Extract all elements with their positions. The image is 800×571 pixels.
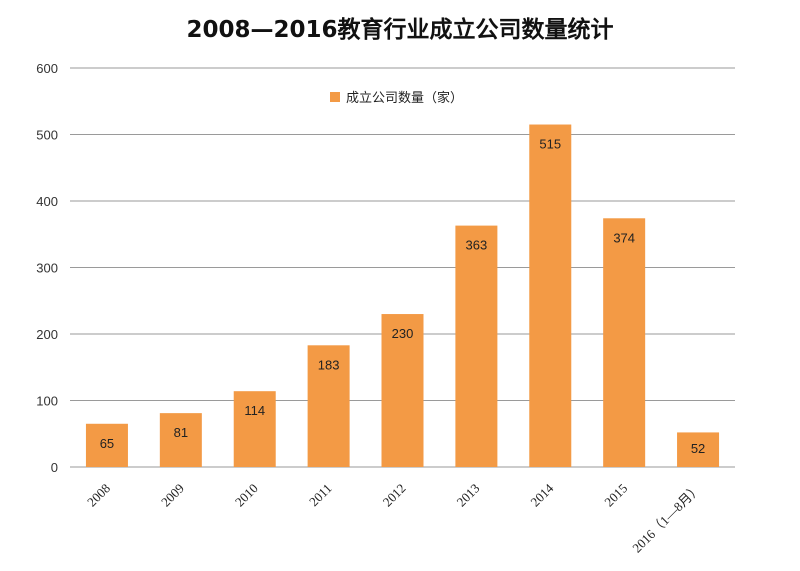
data-label: 114 bbox=[244, 403, 265, 418]
data-label: 230 bbox=[392, 326, 414, 341]
data-label: 363 bbox=[466, 238, 488, 253]
y-axis-ticks: 0 100 200 300 400 500 600 bbox=[36, 61, 58, 475]
x-tick-label: 2011 bbox=[306, 481, 335, 510]
data-label: 183 bbox=[318, 357, 340, 372]
x-tick-label: 2009 bbox=[158, 481, 187, 510]
x-tick-label: 2015 bbox=[601, 481, 630, 510]
bar bbox=[455, 225, 498, 467]
x-tick-label: 2013 bbox=[454, 481, 483, 510]
bar bbox=[603, 218, 646, 467]
x-tick-label: 2016（1—8月） bbox=[629, 481, 704, 556]
x-tick-label: 2008 bbox=[84, 481, 113, 510]
x-tick-label: 2014 bbox=[527, 480, 556, 509]
y-tick-label: 300 bbox=[36, 261, 58, 276]
y-tick-label: 600 bbox=[36, 61, 58, 76]
legend-swatch bbox=[330, 92, 340, 102]
x-tick-label: 2010 bbox=[232, 481, 261, 510]
legend: 成立公司数量（家） bbox=[330, 90, 463, 106]
bar bbox=[381, 314, 424, 467]
y-tick-label: 0 bbox=[51, 460, 58, 475]
bar bbox=[529, 124, 572, 468]
data-labels: 65 81 114 183 230 363 515 374 52 bbox=[100, 137, 706, 456]
y-tick-label: 400 bbox=[36, 194, 58, 209]
x-axis-ticks: 2008 2009 2010 2011 2012 2013 2014 20152016（1—8… bbox=[84, 480, 704, 555]
data-label: 52 bbox=[691, 441, 705, 456]
bar bbox=[677, 432, 720, 467]
bar bbox=[85, 423, 128, 467]
chart-title: 2008—2016教育行业成立公司数量统计 bbox=[186, 17, 614, 43]
data-label: 515 bbox=[539, 137, 561, 152]
data-label: 374 bbox=[613, 230, 635, 245]
data-label: 65 bbox=[100, 436, 114, 451]
x-tick-label: 2012 bbox=[380, 481, 409, 510]
y-tick-label: 500 bbox=[36, 128, 58, 143]
data-label: 81 bbox=[174, 425, 188, 440]
legend-label: 成立公司数量（家） bbox=[346, 90, 463, 106]
bar bbox=[307, 345, 350, 467]
y-tick-label: 200 bbox=[36, 327, 58, 342]
bar bbox=[233, 391, 276, 467]
bar bbox=[159, 413, 202, 467]
y-tick-label: 100 bbox=[36, 394, 58, 409]
bars bbox=[85, 124, 720, 468]
